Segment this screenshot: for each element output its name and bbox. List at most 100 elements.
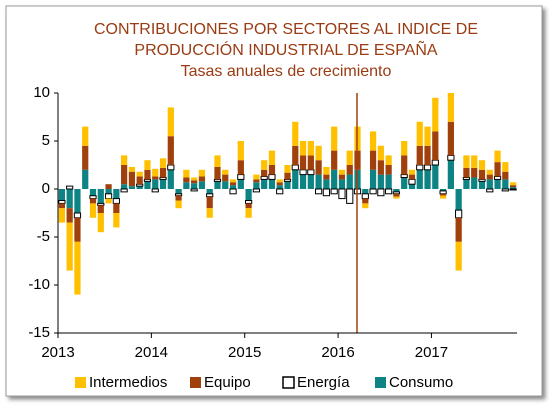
bar-segment	[299, 155, 307, 170]
bar-segment	[276, 185, 283, 189]
bar-segment	[229, 179, 237, 183]
bar-segment	[369, 169, 377, 189]
bar-segment	[120, 188, 128, 193]
bar-segment	[121, 165, 128, 185]
bar-segment	[408, 174, 416, 180]
bar-segment	[432, 97, 439, 132]
bar-segment	[362, 189, 369, 194]
bar-segment	[338, 188, 346, 200]
bar-segment	[276, 188, 284, 195]
bar-segment	[369, 188, 377, 195]
bar-segment	[143, 178, 152, 182]
bar-segment	[416, 164, 424, 171]
bar-segment	[408, 178, 416, 185]
bar-segment	[377, 174, 384, 189]
bar-segment	[128, 166, 136, 172]
bar-segment	[315, 160, 322, 175]
legend-label: Consumo	[389, 374, 453, 391]
bar-segment	[478, 169, 486, 180]
bar-segment	[159, 179, 167, 189]
bar-segment	[144, 169, 151, 180]
bar-segment	[136, 186, 143, 189]
bar-segment	[416, 145, 423, 165]
bar-segment	[66, 185, 74, 190]
bar-segment	[214, 181, 221, 189]
bar-segment	[128, 171, 136, 187]
bar-segment	[58, 189, 66, 201]
bar-segment	[393, 193, 400, 197]
y-tick-label: -10	[28, 276, 50, 293]
bar-segment	[159, 167, 167, 178]
bar-segment	[222, 169, 229, 175]
bar-segment	[447, 93, 454, 122]
bar-segment	[206, 189, 213, 194]
bar-segment	[291, 164, 299, 171]
bar-segment	[229, 188, 237, 195]
bar-segment	[89, 195, 97, 200]
bar-segment	[136, 171, 143, 177]
bar-segment	[330, 188, 338, 195]
bar-segment	[97, 205, 104, 213]
bar-segment	[486, 179, 493, 189]
bar-segment	[377, 188, 385, 197]
bar-segment	[416, 121, 423, 146]
legend-label: Equipo	[204, 374, 251, 391]
bar-segment	[401, 141, 408, 156]
bar-segment	[323, 179, 330, 189]
bar-segment	[261, 160, 268, 170]
bar-segment	[323, 166, 330, 175]
bar-segment	[89, 203, 97, 218]
bar-segment	[237, 141, 244, 161]
bar-segment	[229, 182, 237, 186]
bar-segment	[89, 189, 97, 196]
bar-segment	[509, 185, 517, 188]
bar-segment	[74, 217, 81, 242]
bar-segment	[260, 176, 268, 180]
bar-segment	[206, 193, 214, 198]
bar-segment	[222, 181, 229, 189]
bar-segment	[144, 181, 151, 189]
bar-segment	[253, 174, 260, 180]
y-tick-label: 0	[42, 180, 50, 197]
legend-swatch	[190, 377, 201, 388]
bar-segment	[284, 165, 291, 173]
bar-segment	[206, 208, 213, 218]
bar-segment	[463, 179, 470, 189]
bar-segment	[346, 174, 353, 189]
bar-segment	[191, 183, 198, 189]
bar-segment	[58, 200, 66, 204]
bar-segment	[338, 174, 346, 180]
bar-segment	[478, 178, 486, 182]
bar-segment	[175, 200, 182, 209]
bar-segment	[424, 126, 431, 146]
bar-segment	[128, 186, 136, 189]
bar-segment	[307, 141, 314, 156]
bar-segment	[377, 145, 384, 161]
bar-segment	[198, 181, 206, 189]
bar-segment	[509, 182, 517, 186]
bars	[58, 93, 517, 295]
bar-segment	[315, 188, 323, 195]
bar-segment	[237, 160, 244, 175]
bar-segment	[292, 169, 299, 189]
bar-segment	[447, 121, 454, 156]
chart-title: CONTRIBUCIONES POR SECTORES AL INDICE DE	[94, 21, 478, 38]
bar-segment	[183, 177, 190, 183]
y-tick-label: -5	[37, 228, 50, 245]
bar-segment	[237, 179, 244, 189]
bar-segment	[424, 145, 431, 165]
bar-segment	[423, 164, 432, 171]
bar-segment	[144, 160, 151, 170]
bar-segment	[261, 169, 268, 177]
bar-segment	[237, 174, 245, 180]
bar-segment	[462, 176, 471, 180]
bar-segment	[439, 195, 447, 199]
bar-segment	[432, 131, 439, 161]
bar-segment	[509, 188, 517, 191]
bar-segment	[66, 222, 73, 271]
y-tick-label: 5	[42, 132, 50, 149]
bar-segment	[97, 202, 105, 206]
bar-segment	[502, 171, 509, 180]
bar-segment	[261, 179, 268, 189]
bar-segment	[245, 189, 252, 201]
